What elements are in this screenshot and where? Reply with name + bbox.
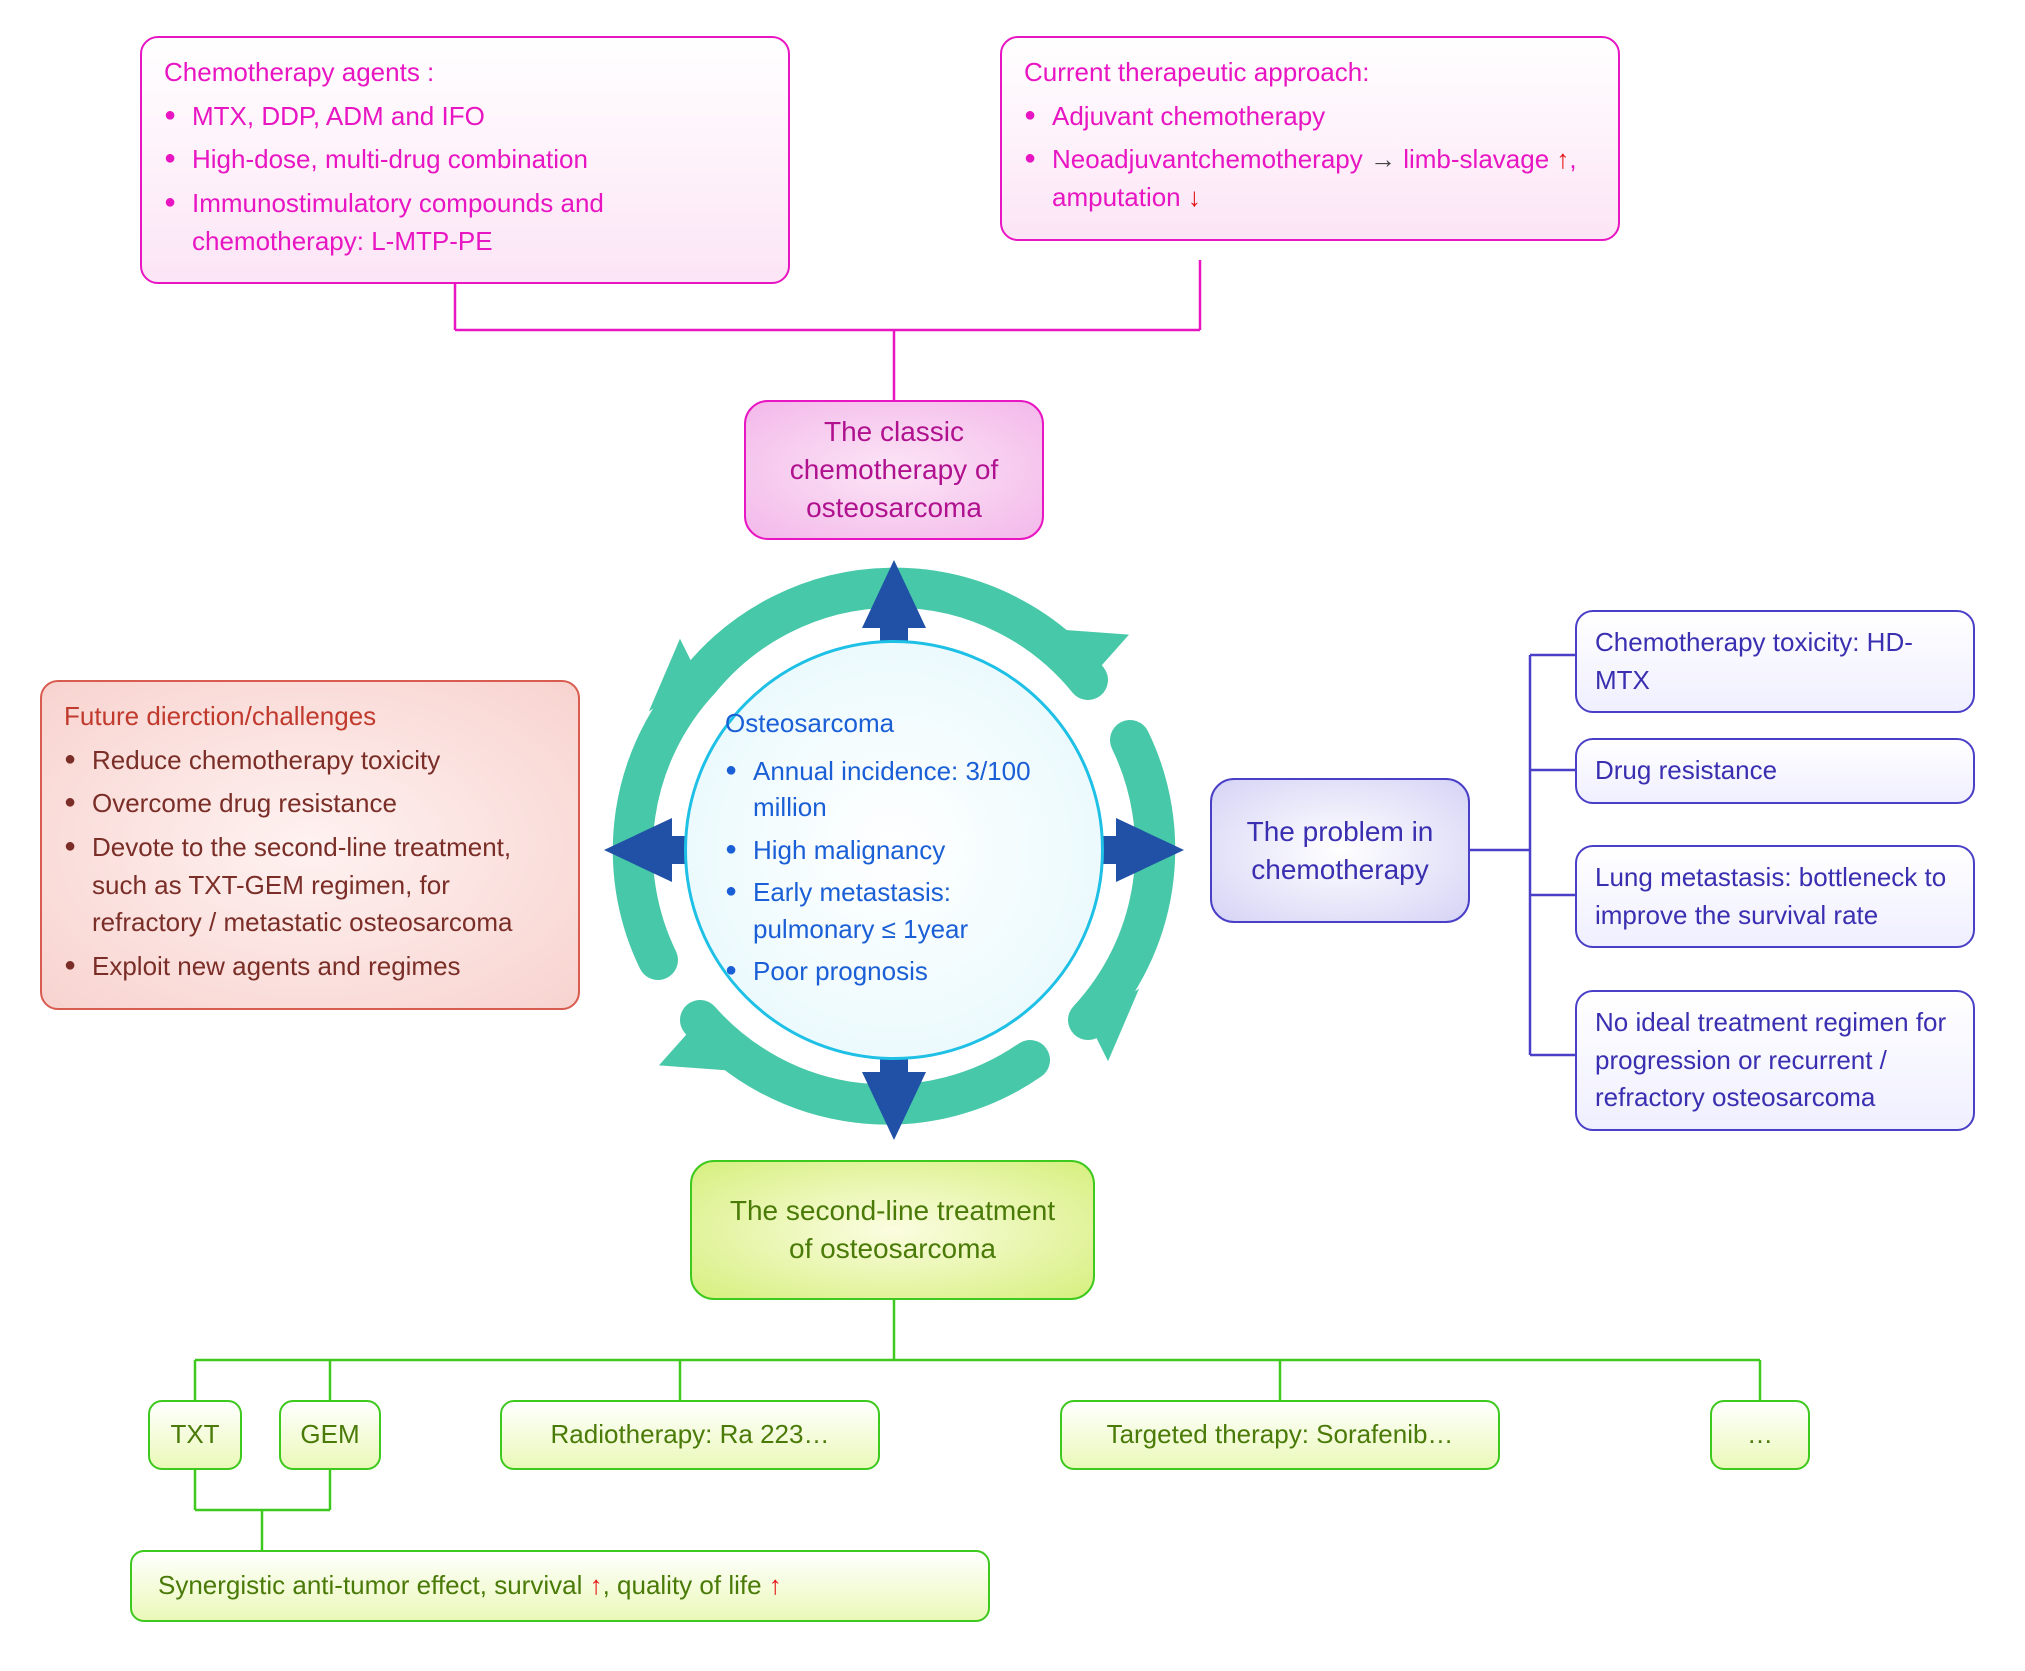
hub-label: The second-line treatment of osteosarcom…: [718, 1192, 1067, 1268]
problem-item-3: Lung metastasis: bottleneck to improve t…: [1575, 845, 1975, 948]
problem-item-4: No ideal treatment regimen for progressi…: [1575, 990, 1975, 1131]
bottom-connectors: [195, 1298, 1760, 1550]
center-title: Osteosarcoma: [725, 705, 1063, 741]
item-text: TXT: [170, 1417, 219, 1452]
current-approach-list: Adjuvant chemotherapy Neoadjuvantchemoth…: [1024, 98, 1596, 217]
list-item: Neoadjuvantchemotherapy → limb-slavage ↑…: [1024, 141, 1596, 216]
item-text: Radiotherapy: Ra 223…: [551, 1417, 830, 1452]
list-item: High-dose, multi-drug combination: [164, 141, 766, 179]
hub-label: The problem in chemotherapy: [1238, 813, 1442, 889]
list-item: Annual incidence: 3/100 million: [725, 753, 1063, 826]
chemo-agents-list: MTX, DDP, ADM and IFO High-dose, multi-d…: [164, 98, 766, 261]
item-text: No ideal treatment regimen for progressi…: [1595, 1007, 1946, 1112]
list-item: Early metastasis: pulmonary ≤ 1year: [725, 874, 1063, 947]
list-item: Immunostimulatory compounds and chemothe…: [164, 185, 766, 260]
chemo-agents-title: Chemotherapy agents :: [164, 54, 766, 92]
current-approach-title: Current therapeutic approach:: [1024, 54, 1596, 92]
current-approach-box: Current therapeutic approach: Adjuvant c…: [1000, 36, 1620, 241]
problem-item-1: Chemotherapy toxicity: HD-MTX: [1575, 610, 1975, 713]
classic-chemo-hub: The classic chemotherapy of osteosarcoma: [744, 400, 1044, 540]
radiotherapy-box: Radiotherapy: Ra 223…: [500, 1400, 880, 1470]
item-text: Drug resistance: [1595, 755, 1777, 785]
item-text: GEM: [300, 1417, 359, 1452]
list-item: MTX, DDP, ADM and IFO: [164, 98, 766, 136]
problem-item-2: Drug resistance: [1575, 738, 1975, 804]
list-item: Reduce chemotherapy toxicity: [64, 742, 556, 780]
list-item: Poor prognosis: [725, 953, 1063, 989]
future-title: Future dierction/challenges: [64, 698, 556, 736]
item-text: Chemotherapy toxicity: HD-MTX: [1595, 627, 1913, 695]
list-item: Devote to the second-line treatment, suc…: [64, 829, 556, 942]
item-text: Lung metastasis: bottleneck to improve t…: [1595, 862, 1946, 930]
second-line-hub: The second-line treatment of osteosarcom…: [690, 1160, 1095, 1300]
center-list: Annual incidence: 3/100 million High mal…: [725, 747, 1063, 995]
list-item: Exploit new agents and regimes: [64, 948, 556, 986]
list-item: Adjuvant chemotherapy: [1024, 98, 1596, 136]
future-list: Reduce chemotherapy toxicity Overcome dr…: [64, 742, 556, 986]
chemo-agents-box: Chemotherapy agents : MTX, DDP, ADM and …: [140, 36, 790, 284]
targeted-therapy-box: Targeted therapy: Sorafenib…: [1060, 1400, 1500, 1470]
txt-box: TXT: [148, 1400, 242, 1470]
future-challenges-box: Future dierction/challenges Reduce chemo…: [40, 680, 580, 1010]
problem-chemo-hub: The problem in chemotherapy: [1210, 778, 1470, 923]
center-osteosarcoma: Osteosarcoma Annual incidence: 3/100 mil…: [684, 640, 1104, 1060]
right-connectors: [1470, 655, 1575, 1055]
item-text: Synergistic anti-tumor effect, survival …: [158, 1568, 782, 1603]
more-box: …: [1710, 1400, 1810, 1470]
item-text: …: [1747, 1417, 1773, 1452]
item-text: Targeted therapy: Sorafenib…: [1107, 1417, 1454, 1452]
gem-box: GEM: [279, 1400, 381, 1470]
hub-label: The classic chemotherapy of osteosarcoma: [772, 413, 1016, 526]
list-item: High malignancy: [725, 832, 1063, 868]
list-item: Overcome drug resistance: [64, 785, 556, 823]
synergy-box: Synergistic anti-tumor effect, survival …: [130, 1550, 990, 1622]
